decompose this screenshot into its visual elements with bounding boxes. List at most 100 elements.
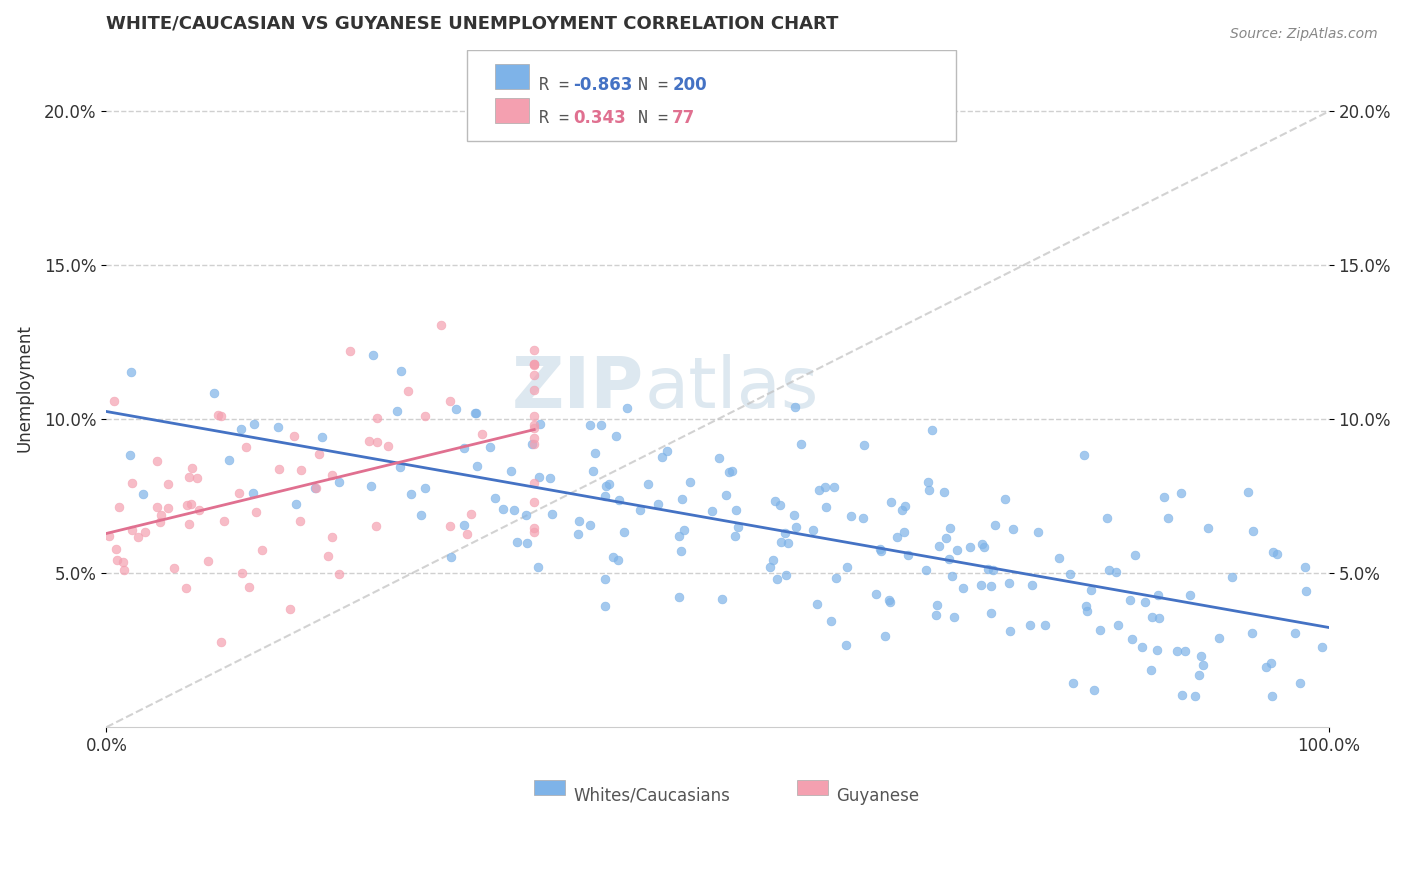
Point bbox=[460, 508, 482, 522]
Point bbox=[582, 464, 605, 478]
Point bbox=[1047, 551, 1070, 566]
Point bbox=[984, 517, 1007, 532]
Point bbox=[724, 529, 747, 543]
Point bbox=[1002, 522, 1025, 536]
Point bbox=[897, 548, 920, 562]
Point bbox=[1076, 604, 1098, 618]
Point bbox=[837, 560, 859, 574]
Point bbox=[229, 422, 252, 436]
Bar bbox=[495, 98, 529, 123]
Text: 77: 77 bbox=[672, 110, 696, 128]
Point bbox=[935, 531, 957, 545]
Point bbox=[598, 477, 620, 491]
Text: 200: 200 bbox=[672, 76, 707, 94]
Point bbox=[228, 486, 250, 500]
Point bbox=[541, 507, 564, 521]
Point bbox=[886, 530, 908, 544]
Point bbox=[503, 503, 526, 517]
Point bbox=[1188, 668, 1211, 682]
Text: WHITE/CAUCASIAN VS GUYANESE UNEMPLOYMENT CORRELATION CHART: WHITE/CAUCASIAN VS GUYANESE UNEMPLOYMENT… bbox=[107, 15, 839, 33]
Point bbox=[934, 485, 956, 500]
Point bbox=[1208, 632, 1230, 646]
Point bbox=[266, 420, 288, 434]
Point bbox=[304, 482, 326, 496]
Point bbox=[1059, 567, 1081, 582]
Point bbox=[1166, 644, 1188, 658]
Point bbox=[1153, 490, 1175, 504]
Point bbox=[290, 463, 312, 477]
Point bbox=[718, 465, 741, 479]
Point bbox=[209, 635, 232, 649]
Point bbox=[1261, 545, 1284, 559]
Point bbox=[1171, 688, 1194, 702]
Point bbox=[1284, 626, 1306, 640]
Point bbox=[1130, 640, 1153, 655]
Point bbox=[942, 609, 965, 624]
Point bbox=[163, 561, 186, 575]
Point bbox=[589, 418, 612, 433]
Point bbox=[523, 475, 546, 490]
Point bbox=[776, 536, 799, 550]
Point bbox=[980, 579, 1002, 593]
Point bbox=[389, 459, 412, 474]
Point bbox=[207, 408, 229, 422]
Point bbox=[523, 431, 546, 445]
Point bbox=[413, 409, 436, 423]
Point bbox=[941, 569, 963, 583]
Point bbox=[197, 554, 219, 568]
Point bbox=[710, 591, 733, 606]
Point bbox=[595, 572, 617, 586]
Point bbox=[523, 409, 546, 423]
Point bbox=[721, 464, 744, 478]
Point bbox=[523, 383, 546, 397]
Point bbox=[156, 500, 179, 515]
Point bbox=[785, 520, 807, 534]
Bar bbox=[495, 64, 529, 89]
Point bbox=[894, 500, 917, 514]
Point bbox=[157, 477, 180, 491]
Point bbox=[212, 514, 235, 528]
Point bbox=[399, 487, 422, 501]
Point bbox=[914, 563, 936, 577]
Point bbox=[607, 493, 630, 508]
Point bbox=[1197, 521, 1219, 535]
Point bbox=[180, 497, 202, 511]
Point bbox=[538, 471, 561, 485]
Bar bbox=[534, 780, 565, 795]
Point bbox=[977, 562, 1000, 576]
Text: Guyanese: Guyanese bbox=[837, 787, 920, 805]
Point bbox=[668, 529, 690, 543]
Point bbox=[1170, 486, 1192, 500]
Point bbox=[146, 500, 169, 514]
Point bbox=[413, 481, 436, 495]
Point bbox=[1107, 617, 1129, 632]
Point bbox=[97, 529, 120, 543]
Text: ZIP: ZIP bbox=[512, 354, 644, 423]
Point bbox=[725, 502, 748, 516]
Point bbox=[1073, 448, 1095, 462]
Point bbox=[377, 439, 399, 453]
Point bbox=[673, 523, 696, 537]
Point bbox=[453, 518, 475, 533]
Point bbox=[105, 553, 128, 567]
Point bbox=[997, 576, 1019, 591]
Point bbox=[328, 567, 350, 582]
Point bbox=[616, 401, 638, 416]
Point bbox=[893, 525, 915, 540]
Point bbox=[523, 418, 546, 433]
Point bbox=[1019, 618, 1042, 632]
Point bbox=[1260, 657, 1282, 671]
Point bbox=[328, 475, 350, 489]
Text: 0.343: 0.343 bbox=[574, 110, 626, 128]
Point bbox=[242, 486, 264, 500]
Point bbox=[595, 479, 617, 493]
Point bbox=[523, 437, 546, 451]
Point bbox=[527, 560, 550, 574]
Point bbox=[1105, 566, 1128, 580]
Point bbox=[1062, 676, 1084, 690]
Point bbox=[523, 521, 546, 535]
Point bbox=[1098, 563, 1121, 577]
Point bbox=[820, 614, 842, 628]
Text: -0.863: -0.863 bbox=[574, 76, 633, 94]
Point bbox=[1021, 578, 1043, 592]
